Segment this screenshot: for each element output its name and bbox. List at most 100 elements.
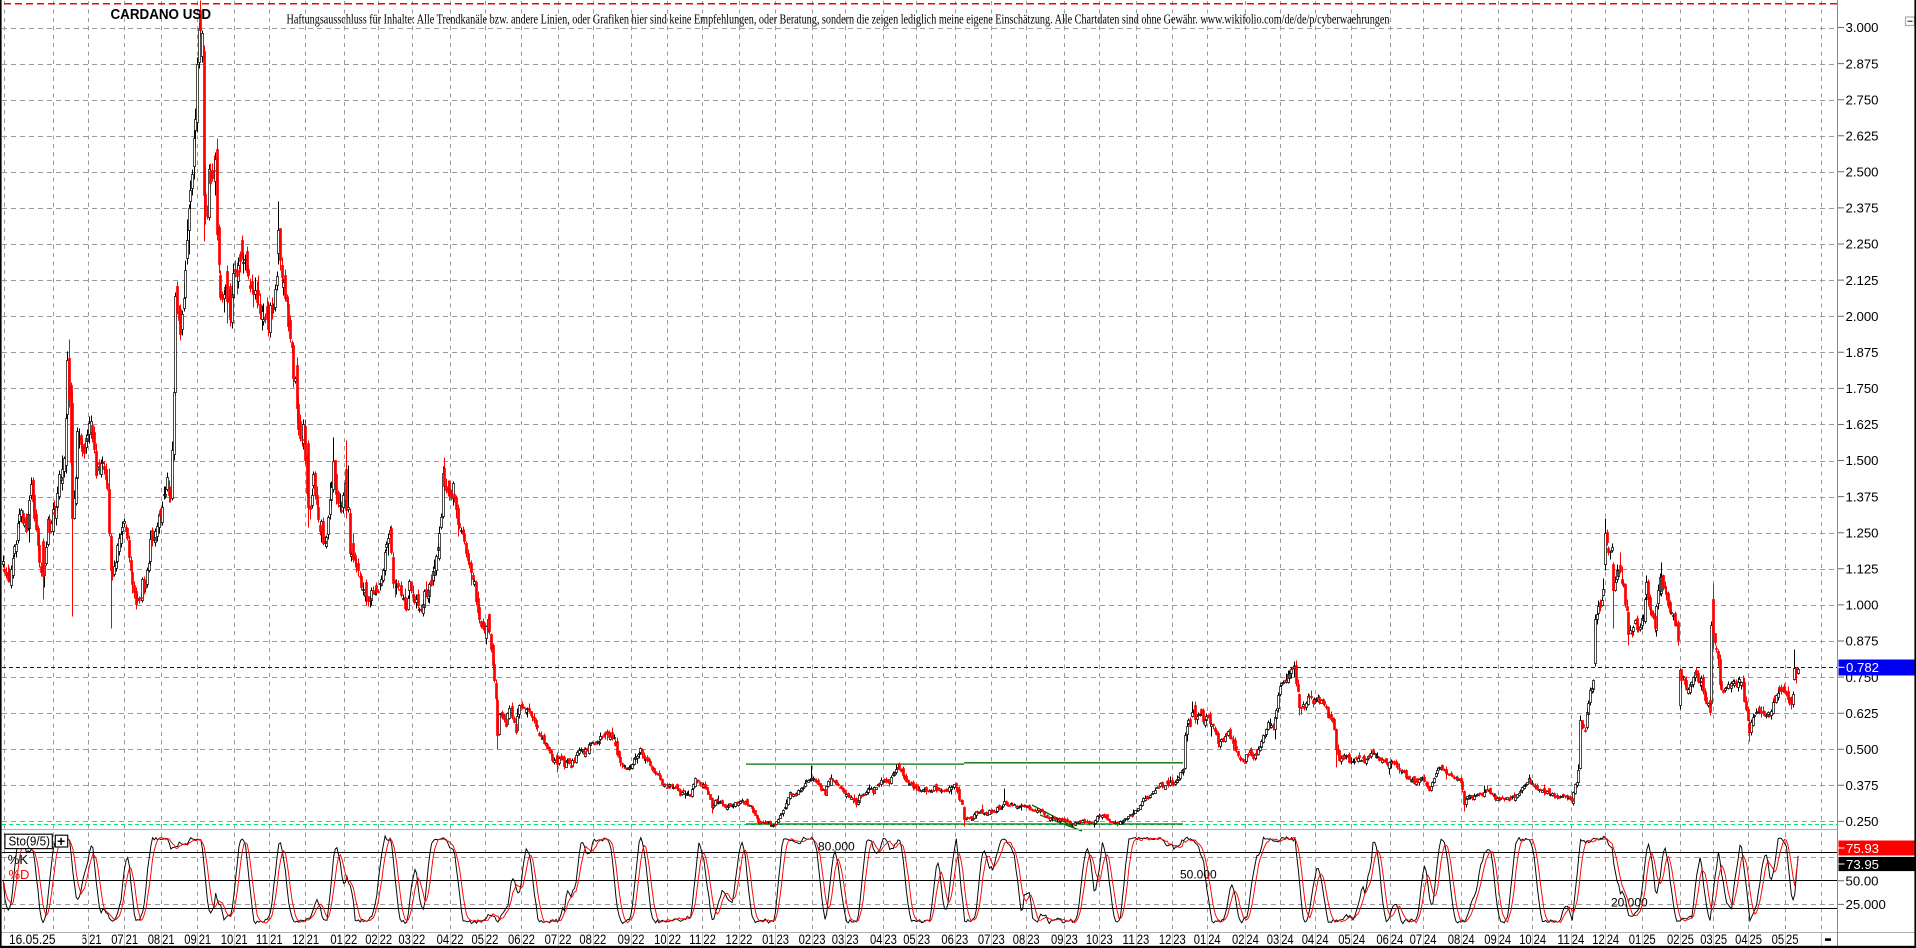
svg-text:2.875: 2.875: [1846, 56, 1879, 71]
svg-text:2.000: 2.000: [1846, 309, 1879, 324]
svg-text:24: 24: [1462, 932, 1475, 947]
svg-text:11: 11: [256, 932, 269, 947]
svg-text:23: 23: [777, 932, 790, 947]
svg-text:03: 03: [1267, 932, 1280, 947]
svg-text:11: 11: [1557, 932, 1570, 947]
svg-text:12: 12: [292, 932, 305, 947]
svg-text:06: 06: [508, 932, 521, 947]
svg-text:24: 24: [1246, 932, 1259, 947]
svg-text:23: 23: [1137, 932, 1150, 947]
svg-text:1.625: 1.625: [1846, 417, 1879, 432]
svg-text:0.250: 0.250: [1846, 814, 1879, 829]
svg-text:24: 24: [1208, 932, 1221, 947]
svg-text:07: 07: [545, 932, 558, 947]
svg-text:05: 05: [903, 932, 916, 947]
svg-text:04: 04: [870, 932, 883, 947]
svg-text:2.500: 2.500: [1846, 165, 1879, 180]
svg-text:03: 03: [398, 932, 411, 947]
svg-text:03: 03: [832, 932, 845, 947]
svg-text:21: 21: [126, 932, 139, 947]
svg-text:16.05.25: 16.05.25: [9, 932, 56, 947]
svg-text:23: 23: [992, 932, 1005, 947]
svg-text:09: 09: [1051, 932, 1064, 947]
svg-text:09: 09: [1484, 932, 1497, 947]
svg-text:75.93: 75.93: [1846, 841, 1879, 856]
svg-text:24: 24: [1607, 932, 1620, 947]
svg-text:1.875: 1.875: [1846, 345, 1879, 360]
svg-text:20.000: 20.000: [1611, 896, 1648, 910]
svg-text:05: 05: [472, 932, 485, 947]
svg-text:22: 22: [451, 932, 464, 947]
svg-text:24: 24: [1424, 932, 1437, 947]
svg-text:04: 04: [1302, 932, 1315, 947]
svg-text:23: 23: [1100, 932, 1113, 947]
svg-text:80.000: 80.000: [818, 840, 855, 854]
svg-text:2.750: 2.750: [1846, 92, 1879, 107]
svg-text:1.750: 1.750: [1846, 381, 1879, 396]
svg-text:22: 22: [522, 932, 535, 947]
svg-text:21: 21: [235, 932, 248, 947]
svg-text:22: 22: [703, 932, 716, 947]
svg-text:03: 03: [1700, 932, 1713, 947]
svg-text:10: 10: [1086, 932, 1099, 947]
svg-text:24: 24: [1572, 932, 1585, 947]
svg-text:06: 06: [941, 932, 954, 947]
svg-text:%D: %D: [9, 867, 30, 882]
svg-text:0.625: 0.625: [1846, 706, 1879, 721]
svg-text:25: 25: [1681, 932, 1694, 947]
svg-text:23: 23: [1027, 932, 1040, 947]
svg-text:22: 22: [740, 932, 753, 947]
svg-text:02: 02: [1232, 932, 1245, 947]
svg-text:0.782: 0.782: [1846, 660, 1879, 675]
svg-text:+: +: [57, 833, 65, 849]
svg-text:25: 25: [1750, 932, 1763, 947]
svg-text:1.125: 1.125: [1846, 562, 1879, 577]
svg-text:01: 01: [762, 932, 775, 947]
svg-text:22: 22: [345, 932, 358, 947]
svg-text:21: 21: [89, 932, 102, 947]
svg-text:23: 23: [1065, 932, 1078, 947]
svg-text:10: 10: [1519, 932, 1532, 947]
svg-text:50.00: 50.00: [1846, 874, 1879, 889]
svg-text:23: 23: [813, 932, 826, 947]
svg-text:24: 24: [1353, 932, 1366, 947]
svg-text:08: 08: [148, 932, 161, 947]
svg-text:1.500: 1.500: [1846, 453, 1879, 468]
svg-text:21: 21: [199, 932, 212, 947]
svg-text:22: 22: [632, 932, 645, 947]
svg-text:12: 12: [1592, 932, 1605, 947]
svg-text:2.625: 2.625: [1846, 129, 1879, 144]
svg-text:22: 22: [559, 932, 572, 947]
svg-text:07: 07: [1410, 932, 1423, 947]
svg-text:01: 01: [1194, 932, 1207, 947]
svg-text:12: 12: [726, 932, 739, 947]
svg-text:2.125: 2.125: [1846, 273, 1879, 288]
svg-text:1.000: 1.000: [1846, 598, 1879, 613]
svg-text:07: 07: [978, 932, 991, 947]
svg-text:2.250: 2.250: [1846, 237, 1879, 252]
svg-text:50.000: 50.000: [1180, 868, 1217, 882]
svg-text:73.95: 73.95: [1846, 857, 1879, 872]
svg-text:21: 21: [162, 932, 175, 947]
svg-text:Sto(9/5): Sto(9/5): [9, 834, 51, 849]
svg-text:22: 22: [380, 932, 393, 947]
svg-text:0.375: 0.375: [1846, 778, 1879, 793]
svg-text:10: 10: [654, 932, 667, 947]
svg-text:23: 23: [1173, 932, 1186, 947]
svg-text:24: 24: [1316, 932, 1329, 947]
svg-text:25: 25: [1715, 932, 1728, 947]
svg-text:05: 05: [1772, 932, 1785, 947]
svg-text:05: 05: [1338, 932, 1351, 947]
svg-text:21: 21: [307, 932, 320, 947]
svg-text:24: 24: [1281, 932, 1294, 947]
svg-text:02: 02: [799, 932, 812, 947]
svg-text:1.250: 1.250: [1846, 525, 1879, 540]
svg-text:23: 23: [918, 932, 931, 947]
svg-text:0.875: 0.875: [1846, 634, 1879, 649]
svg-text:22: 22: [486, 932, 499, 947]
svg-text:08: 08: [1448, 932, 1461, 947]
svg-text:2.375: 2.375: [1846, 201, 1879, 216]
svg-text:3.000: 3.000: [1846, 20, 1879, 35]
svg-text:1.375: 1.375: [1846, 489, 1879, 504]
svg-text:Haftungsausschluss für Inhalte: Haftungsausschluss für Inhalte: Alle Tre…: [287, 12, 1390, 27]
